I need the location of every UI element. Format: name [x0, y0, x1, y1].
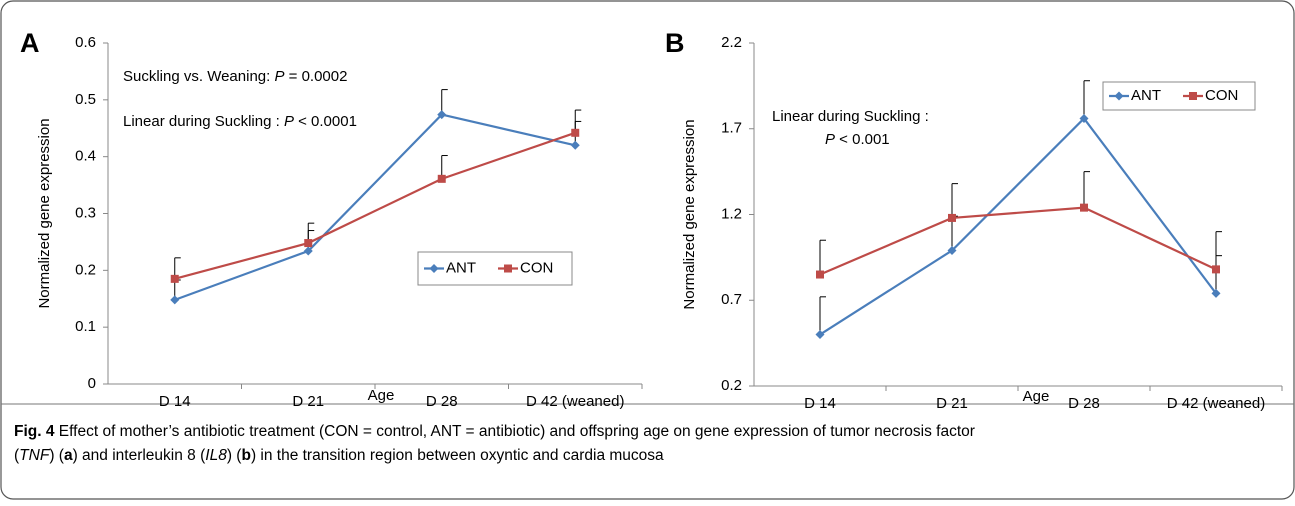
x-tick-label: D 28 [426, 393, 458, 410]
y-tick-label: 0.4 [75, 148, 96, 165]
marker [303, 246, 313, 256]
annotation-part: P [284, 113, 294, 130]
series-line [819, 206, 1217, 276]
annotation: Suckling vs. Weaning: P = 0.0002 [123, 68, 347, 85]
marker [1189, 92, 1197, 100]
caption-part: a [64, 447, 73, 464]
error-bar [819, 296, 826, 335]
marker [170, 295, 180, 305]
caption-line: Fig. 4 Effect of mother’s antibiotic tre… [14, 423, 975, 440]
y-tick-label: 0.2 [75, 261, 96, 278]
x-tick-label: D 14 [804, 395, 836, 412]
x-axis-label: Age [1023, 388, 1050, 405]
caption-part: ) and interleukin 8 ( [73, 447, 207, 464]
caption-part: ) ( [227, 447, 242, 464]
chart-panel: A 0 0.1 0.2 0.3 0.4 0.5 0.6 D 14 D 21 D 28 D 42 (we… [20, 28, 643, 410]
series-line [174, 113, 576, 301]
legend: ANT CON [417, 251, 573, 286]
x-tick-label: D 14 [159, 393, 191, 410]
x-tick-label: D 42 (weaned) [526, 393, 624, 410]
marker [1079, 113, 1089, 123]
panel-label: B [665, 28, 685, 58]
x-tick-label: D 28 [1068, 395, 1100, 412]
marker [947, 246, 957, 256]
error-bar [1083, 80, 1090, 119]
annotation-part: < 0.0001 [294, 113, 357, 130]
marker [170, 274, 179, 283]
panel-label: A [20, 28, 40, 58]
y-tick-label: 0.2 [721, 377, 742, 394]
y-tick-label: 0.5 [75, 91, 96, 108]
marker [1211, 288, 1221, 298]
series-line [819, 116, 1217, 336]
caption-part: Effect of mother’s antibiotic treatment … [54, 423, 974, 440]
legend-label: ANT [446, 259, 476, 276]
marker [948, 213, 956, 222]
y-axis-label: Normalized gene expression [36, 118, 53, 308]
caption: Fig. 4 Effect of mother’s antibiotic tre… [14, 423, 975, 464]
x-tick-label: D 21 [292, 393, 324, 410]
x-axis-label: Age [368, 387, 395, 404]
x-tick-label: D 42 (weaned) [1167, 395, 1265, 412]
caption-line: (TNF) (a) and interleukin 8 (IL8) (b) in… [14, 447, 664, 464]
annotation: Linear during Suckling : [772, 108, 929, 125]
y-tick-label: 2.2 [721, 34, 742, 51]
marker [1212, 265, 1220, 274]
y-tick-label: 0 [88, 375, 96, 392]
caption-part: Fig. 4 [14, 423, 55, 440]
marker [571, 128, 580, 137]
chart-panel: B 0.2 0.7 1.2 1.7 2.2 D 14 D 21 D 28 D 42 (weaned… [665, 28, 1283, 412]
marker [437, 110, 447, 120]
marker [504, 264, 512, 273]
annotation-part: Suckling vs. Weaning: [123, 68, 274, 85]
legend-label: CON [1205, 87, 1238, 104]
marker [1080, 203, 1088, 212]
caption-part: TNF [19, 447, 51, 464]
marker [304, 239, 313, 248]
caption-part: ) in the transition region between oxynt… [251, 447, 664, 464]
caption-paren: ( [14, 447, 20, 464]
marker [570, 140, 580, 150]
marker [815, 330, 825, 340]
y-tick-label: 0.7 [721, 291, 742, 308]
y-tick-label: 1.7 [721, 120, 742, 137]
error-bar [1083, 171, 1090, 208]
marker [816, 270, 824, 279]
annotation-part: P [274, 68, 284, 85]
y-tick-label: 0.6 [75, 34, 96, 51]
legend-label: ANT [1131, 87, 1161, 104]
marker [429, 264, 439, 273]
annotation-part: P [825, 131, 835, 148]
x-tick-label: D 21 [936, 395, 968, 412]
error-bar [951, 183, 958, 218]
y-tick-label: 0.3 [75, 204, 96, 221]
legend: ANT CON [1102, 81, 1256, 111]
y-tick-label: 0.1 [75, 318, 96, 335]
annotation: P < 0.001 [825, 131, 890, 148]
y-tick-label: 1.2 [721, 205, 742, 222]
marker [1114, 91, 1124, 101]
error-bar [1215, 231, 1222, 270]
marker [437, 174, 446, 183]
annotation-part: Linear during Suckling : [772, 108, 929, 125]
caption-part: b [241, 447, 250, 464]
caption-part: IL8 [205, 447, 227, 464]
annotation-part: Linear during Suckling : [123, 113, 284, 130]
error-bar [819, 239, 826, 275]
y-axis-label: Normalized gene expression [681, 119, 698, 309]
caption-part: ) ( [49, 447, 64, 464]
annotation: Linear during Suckling : P < 0.0001 [123, 113, 357, 130]
annotation-part: = 0.0002 [284, 68, 347, 85]
annotation-part: < 0.001 [835, 131, 890, 148]
series-line [174, 131, 576, 280]
legend-label: CON [520, 259, 553, 276]
